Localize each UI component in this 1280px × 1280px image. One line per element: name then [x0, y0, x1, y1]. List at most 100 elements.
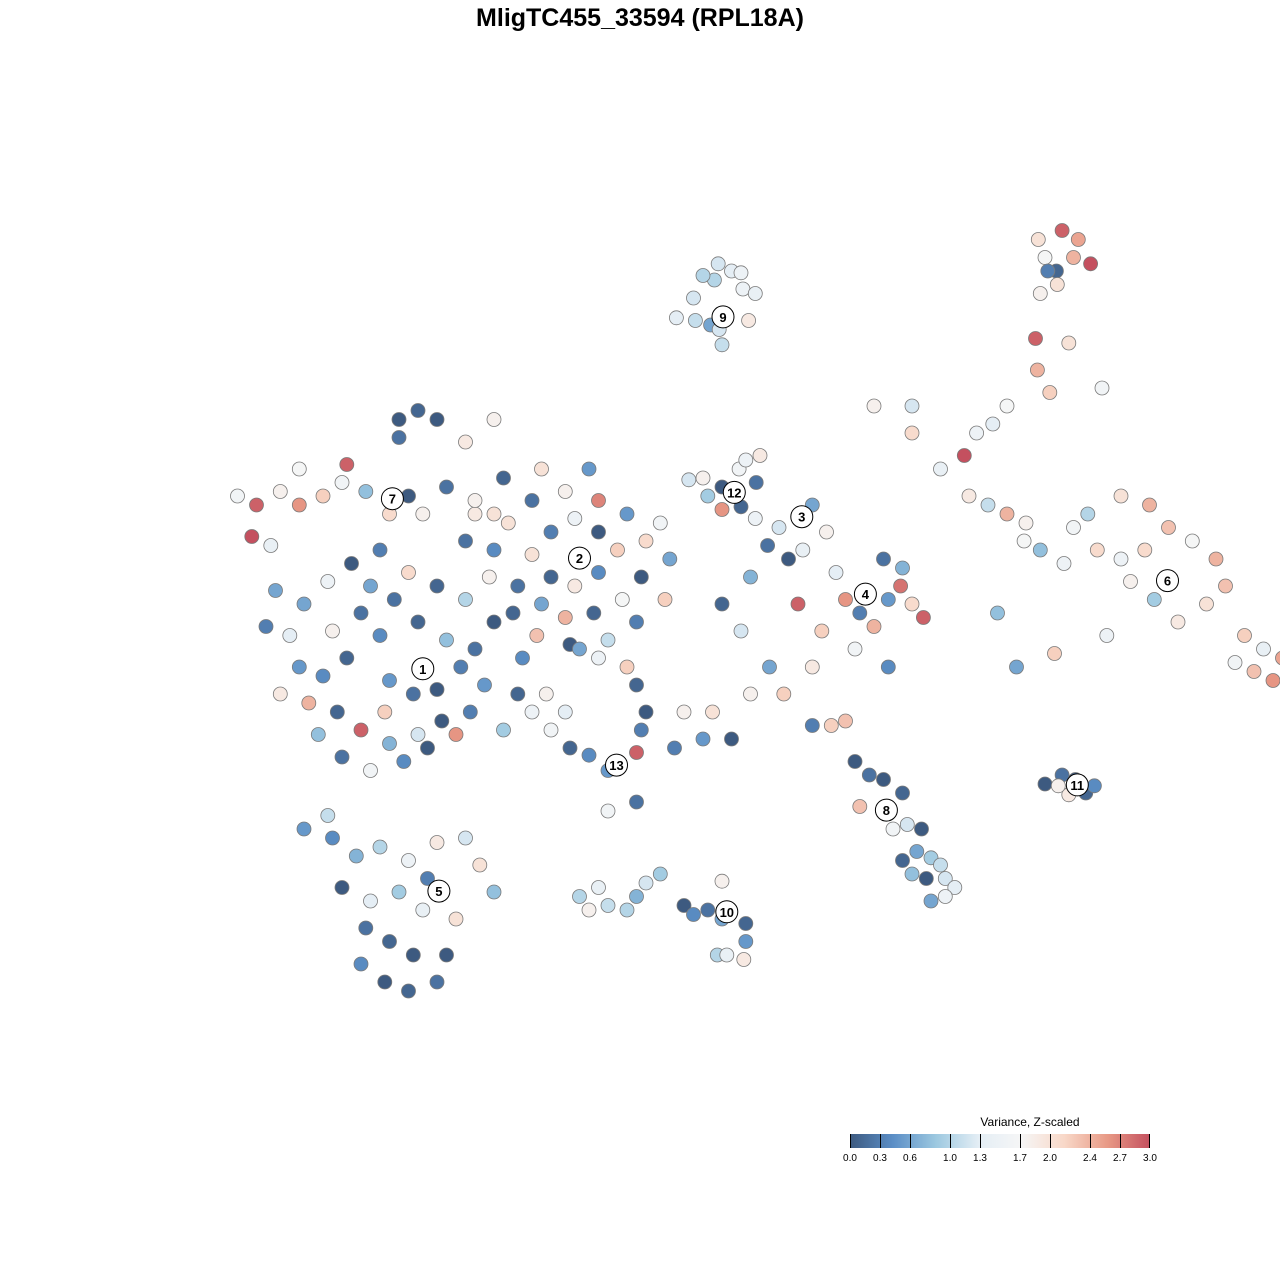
cluster-label-12: 12: [722, 480, 746, 504]
point-178: [876, 772, 891, 787]
cluster-label-text: 12: [727, 485, 741, 500]
point-282: [1042, 385, 1058, 400]
point-117: [382, 934, 397, 949]
point-210: [686, 907, 701, 922]
point-65: [486, 542, 502, 558]
point-13: [301, 695, 317, 711]
point-116: [358, 920, 374, 936]
point-204: [710, 256, 726, 272]
point-157: [415, 506, 431, 522]
chart-title: MligTC455_33594 (RPL18A): [476, 4, 804, 32]
cluster-label-badge: [790, 505, 814, 529]
point-66: [481, 569, 497, 585]
point-64: [500, 515, 516, 531]
point-32: [310, 727, 326, 742]
cluster-label-text: 6: [1164, 574, 1171, 589]
point-192: [937, 889, 953, 904]
point-43: [272, 686, 288, 702]
legend-tick-label: 0.3: [873, 1153, 887, 1164]
point-242: [738, 452, 754, 468]
point-253: [557, 704, 573, 720]
point-241: [752, 448, 768, 463]
legend-tick-label: 2.0: [1043, 1153, 1057, 1164]
legend-tick-label: 1.7: [1013, 1153, 1027, 1164]
point-145: [1265, 673, 1280, 688]
point-154: [358, 484, 374, 499]
point-10: [363, 578, 378, 594]
point-8: [410, 614, 426, 630]
point-231: [1087, 778, 1102, 794]
point-143: [1275, 651, 1280, 665]
legend-tick-label: 0.0: [843, 1153, 857, 1164]
legend-tickmark: [910, 1134, 911, 1148]
cluster-label-badge: [605, 753, 628, 777]
point-42: [258, 619, 274, 634]
point-120: [377, 974, 393, 990]
point-91: [852, 605, 868, 621]
point-99: [828, 565, 844, 580]
point-72: [657, 592, 673, 607]
point-298: [1142, 497, 1157, 513]
point-191: [947, 880, 963, 895]
point-25: [401, 565, 416, 580]
point-74: [652, 515, 668, 531]
point-277: [1040, 263, 1056, 279]
point-270: [1083, 256, 1098, 272]
point-176: [847, 754, 863, 769]
point-269: [600, 803, 616, 819]
point-151: [990, 605, 1005, 621]
point-300: [866, 398, 882, 414]
point-30: [282, 628, 298, 643]
point-148: [1099, 628, 1115, 643]
point-295: [1056, 556, 1072, 571]
cluster-label-text: 5: [435, 884, 442, 899]
point-198: [747, 286, 763, 301]
point-41: [268, 583, 283, 598]
point-70: [600, 632, 616, 648]
point-58: [633, 569, 649, 585]
point-87: [743, 569, 758, 585]
point-17: [410, 727, 426, 742]
point-220: [638, 875, 654, 891]
point-101: [880, 659, 896, 675]
point-266: [823, 718, 839, 733]
point-77: [496, 470, 511, 486]
point-34: [363, 763, 378, 778]
point-288: [956, 448, 972, 463]
point-146: [1246, 664, 1262, 679]
point-128: [486, 884, 502, 900]
cluster-label-badge: [1156, 569, 1179, 593]
point-82: [781, 551, 796, 567]
point-296: [1080, 506, 1096, 522]
point-218: [600, 898, 616, 913]
point-207: [733, 265, 749, 281]
point-251: [591, 650, 606, 666]
legend-tick-label: 2.7: [1113, 1153, 1127, 1164]
cluster-label-13: 13: [605, 753, 628, 777]
point-177: [861, 767, 877, 783]
point-105: [325, 830, 340, 846]
cluster-label-10: 10: [715, 900, 739, 924]
point-78: [534, 461, 549, 477]
point-189: [918, 871, 934, 886]
point-283: [1061, 335, 1077, 351]
point-93: [880, 592, 896, 607]
point-299: [904, 425, 920, 441]
point-179: [895, 785, 910, 801]
legend-tickmark: [880, 1134, 881, 1148]
point-114: [363, 893, 378, 909]
point-90: [838, 592, 853, 607]
point-262: [743, 686, 758, 702]
point-252: [572, 641, 587, 657]
point-33: [334, 749, 350, 765]
point-221: [652, 866, 668, 882]
cluster-label-text: 8: [883, 803, 890, 818]
point-3: [382, 673, 397, 688]
point-294: [1032, 542, 1048, 558]
point-19: [462, 704, 478, 720]
cluster-label-text: 1: [419, 662, 426, 677]
point-56: [586, 605, 602, 621]
point-165: [244, 529, 260, 544]
point-172: [429, 412, 445, 427]
point-75: [458, 533, 473, 549]
